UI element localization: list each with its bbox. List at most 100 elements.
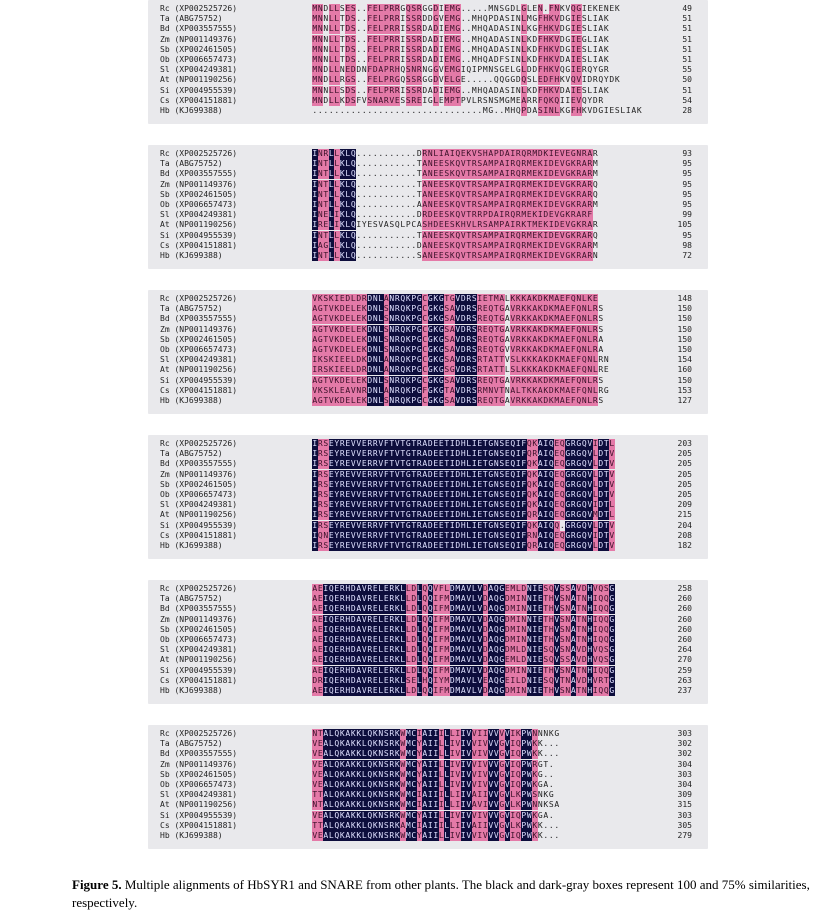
species-label: Zm (NP001149376) <box>160 179 238 189</box>
position-number: 205 <box>677 479 692 489</box>
position-number: 95 <box>682 230 692 240</box>
species-label: Bd (XP003557555) <box>160 314 238 324</box>
position-number: 260 <box>677 604 692 614</box>
alignment-row: Sl (XP004249381) TTALQKAKKLQKNSRKWMCIAIII… <box>148 790 708 801</box>
position-number: 127 <box>677 396 692 405</box>
sequence: AEIQERHDAVRELERKLLDLQQIFMDMAVLVDAQGDMINN… <box>312 635 615 645</box>
species-label: At (NP001190256) <box>160 510 238 520</box>
alignment-row: Ob (XP006657473) VEALQKAKKLQKNSRKWMCYAIIL… <box>148 780 708 790</box>
species-label: Ta (ABG75752) <box>160 159 223 169</box>
sequence: INTLLKLQ...........TANEESKQVTRSAMPAIRQRM… <box>312 189 598 200</box>
sequence: AEIQERHDAVRELERKLLDLQQIFMDMAVLVDAQGDMLDN… <box>312 645 615 656</box>
species-label: At (NP001190256) <box>160 75 238 85</box>
sequence: INELIKLQ...........DRDEESKQVTRRPDAIRQRME… <box>312 210 593 221</box>
position-number: 204 <box>677 520 692 530</box>
sequence: IRSEYREVVERRVFTVTGTRADEETIDHLIETGNSEQIFQ… <box>312 469 615 480</box>
sequence: VEALQKAKKLQKNSRKWMCYAIILLIVIVVIVVVGVIQPW… <box>312 759 554 770</box>
alignment-row: Sb (XP002461505) AGTVKDELEKDNLSNRQKPGCGKG… <box>148 334 708 345</box>
alignment-row: Zm (NP001149376) INTLLKLQ...........TANEE… <box>148 179 708 190</box>
sequence: NTALQKAKKLQKNSRKWMCIAIIILLIIVVIIVVVVIKPW… <box>312 729 560 739</box>
sequence: IRSEYREVVERRVFTVTGTRADEETIDHLIETGNSEQIFQ… <box>312 510 615 521</box>
position-number: 54 <box>682 95 692 105</box>
position-number: 205 <box>677 449 692 459</box>
species-label: Ob (XP006657473) <box>160 490 238 499</box>
species-label: Rc (XP002525726) <box>160 729 238 738</box>
position-number: 95 <box>682 159 692 169</box>
position-number: 55 <box>682 65 692 75</box>
alignment-row: At (NP001190256) IRELIKLQIYESVASQLPCASHDE… <box>148 220 708 231</box>
alignment-row: Hb (KJ699388) IRSEYREVVERRVFTVTGTRADEETID… <box>148 541 708 551</box>
species-label: Ta (ABG75752) <box>160 594 223 604</box>
position-number: 50 <box>682 75 692 85</box>
sequence: MNDLLKDSFVSNARVESSREIGLEMPTPVLRSNSMGMEAR… <box>312 95 604 106</box>
species-label: Sl (XP004249381) <box>160 500 238 510</box>
species-label: Ob (XP006657473) <box>160 55 238 64</box>
position-number: 51 <box>682 14 692 24</box>
position-number: 72 <box>682 251 692 260</box>
species-label: At (NP001190256) <box>160 800 238 810</box>
species-label: Cs (XP004151881) <box>160 95 238 105</box>
alignment-row: Zm (NP001149376) AEIQERHDAVRELERKLLDLQQIF… <box>148 614 708 625</box>
alignment-row: At (NP001190256) NTALQKAKKLQKNSRKWMCIAIII… <box>148 800 708 811</box>
sequence: IRSEYREVVERRVFTVTGTRADEETIDHLIETGNSEQIFQ… <box>312 449 615 460</box>
alignment-row: Bd (XP003557555) MNNLLTDS..FELPRRISSRDADI… <box>148 24 708 35</box>
sequence: MNDLLSES..FELPRRGQSRGGDIEMG.....MNSGDLGL… <box>312 4 620 14</box>
sequence: AEIQERHDAVRELERKLLDLQQIFMDMAVLVDAQGDMINN… <box>312 686 615 696</box>
sequence: AGTVKDELEKDNLSNRQKPGCGKGSAVDRSREQTGVVRKK… <box>312 345 604 355</box>
alignment-block: Rc (XP002525726) NTALQKAKKLQKNSRKWMCIAIII… <box>148 725 708 849</box>
position-number: 95 <box>682 169 692 179</box>
sequence: MNDLLNEDDNFDAPRHQSNRNGGVEMGIQIPMNSGELGLD… <box>312 65 609 76</box>
species-label: Bd (XP003557555) <box>160 749 238 759</box>
sequence: VEALQKAKKLQKNSRKWMCYAIILLIVIVVIVVVGVIQPW… <box>312 831 560 841</box>
alignment-row: Rc (XP002525726) INRLLKLQ...........DRNLI… <box>148 149 708 159</box>
position-number: 303 <box>677 769 692 779</box>
sequence: AEIQERHDAVRELERKLLDLQQIFMDMAVLVDAQGDMINN… <box>312 614 615 625</box>
species-label: Si (XP004955539) <box>160 665 238 675</box>
sequence: AEIQERHDAVRELERKLLDLQQIFMDMAVLVDAQGDMINN… <box>312 665 615 676</box>
species-label: Sb (XP002461505) <box>160 479 238 489</box>
position-number: 260 <box>677 594 692 604</box>
species-label: Si (XP004955539) <box>160 810 238 820</box>
position-number: 154 <box>677 355 692 365</box>
sequence: TTALQKAKKLQKNSRKWMCIAIIILLIIVAIIVVGVLKPW… <box>312 790 554 801</box>
sequence: MNNLLSDS..FELPRRISSRDADIEMG..MHQADASINLK… <box>312 85 609 96</box>
sequence: MNNLLTDS..FELPRRISSRDADIEMG..MHQADASINLK… <box>312 24 609 35</box>
position-number: 270 <box>677 655 692 665</box>
species-label: Cs (XP004151881) <box>160 530 238 540</box>
position-number: 315 <box>677 800 692 810</box>
position-number: 51 <box>682 34 692 44</box>
alignment-row: Sb (XP002461505) INTLLKLQ...........TANEE… <box>148 189 708 200</box>
sequence: IRSEYREVVERRVFTVTGTRADEETIDHLIETGNSEQIFQ… <box>312 459 615 470</box>
alignment-row: At (NP001190256) MNDLLRGS..FELPRGQSSRGGDV… <box>148 75 708 86</box>
sequence: IQNEYREVVERRVFTVTGTRADEETIDHLIETGNSEQIFR… <box>312 530 615 541</box>
species-label: Hb (KJ699388) <box>160 831 223 840</box>
species-label: Bd (XP003557555) <box>160 24 238 34</box>
sequence: VKSKLEAVNRDNLANRQKPGFGKGTAVDRSRMNVTNALTK… <box>312 385 609 396</box>
sequence: VKSKIEDLDRDNLANRQKPGCGKGTGVDRSIETMALKKKA… <box>312 294 598 304</box>
species-label: Ob (XP006657473) <box>160 635 238 644</box>
species-label: Ta (ABG75752) <box>160 739 223 749</box>
position-number: 305 <box>677 820 692 830</box>
sequence: AEIQERHDAVRELERKLLDLQQVFLDMAVLVDAQGEMLDN… <box>312 584 615 594</box>
position-number: 264 <box>677 645 692 655</box>
species-label: Ob (XP006657473) <box>160 780 238 789</box>
sequence: MNDLLRGS..FELPRGQSSRGGDVELGE.....QQGGDQS… <box>312 75 620 86</box>
alignment-row: Sb (XP002461505) IRSEYREVVERRVFTVTGTRADEE… <box>148 479 708 490</box>
sequence: INTLLKLQ...........AANEESKQVTRSAMPAIRQRM… <box>312 200 598 210</box>
alignment-block: Rc (XP002525726) INRLLKLQ...........DRNLI… <box>148 145 708 269</box>
sequence: IRSEYREVVERRVFTVTGTRADEETIDHLIETGNSEQIFQ… <box>312 490 615 500</box>
figure-caption: Figure 5. Multiple alignments of HbSYR1 … <box>72 876 812 912</box>
alignment-block: Rc (XP002525726) IRSEYREVVERRVFTVTGTRADEE… <box>148 435 708 559</box>
position-number: 303 <box>677 810 692 820</box>
alignment-row: Sb (XP002461505) VEALQKAKKLQKNSRKWMCYAIIL… <box>148 769 708 780</box>
alignment-row: Sb (XP002461505) MNNLLTDS..FELPRRISSRDADI… <box>148 44 708 55</box>
alignment-row: Sl (XP004249381) MNDLLNEDDNFDAPRHQSNRNGGV… <box>148 65 708 76</box>
alignment-row: Ta (ABG75752) VEALQKAKKLQKNSRKWMCYAIILLIV… <box>148 739 708 750</box>
alignment-row: Cs (XP004151881) TTALQKAKKLQKNSRKAMCIAIII… <box>148 820 708 831</box>
alignment-block: Rc (XP002525726) MNDLLSES..FELPRRGQSRGGDI… <box>148 0 708 124</box>
position-number: 95 <box>682 200 692 209</box>
species-label: Si (XP004955539) <box>160 375 238 385</box>
position-number: 260 <box>677 624 692 634</box>
alignment-row: Hb (KJ699388) VEALQKAKKLQKNSRKWMCYAIILLIV… <box>148 831 708 841</box>
alignment-row: Rc (XP002525726) AEIQERHDAVRELERKLLDLQQVF… <box>148 584 708 594</box>
